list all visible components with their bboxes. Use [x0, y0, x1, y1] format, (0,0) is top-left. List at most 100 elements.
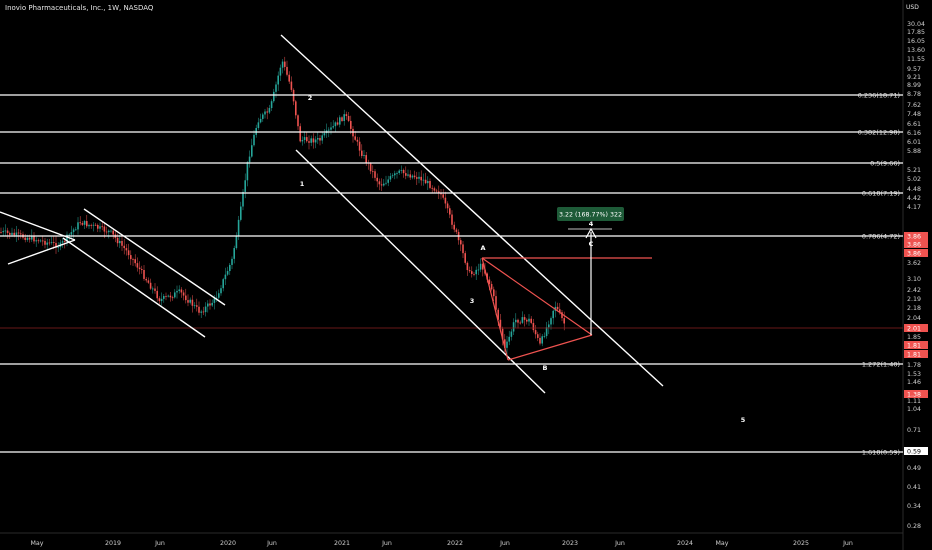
time-axis-label: May	[30, 540, 43, 547]
channel-2018-lower[interactable]	[7, 239, 76, 265]
price-badge: 3.86	[907, 234, 921, 241]
price-axis-label: 0.28	[907, 523, 921, 530]
candle-body	[246, 162, 249, 181]
candle-body	[233, 248, 235, 259]
triangle-lower-line[interactable]	[507, 334, 593, 361]
wave-label-4: 4	[589, 220, 594, 228]
candle-body	[262, 114, 264, 119]
wave-label-A: A	[480, 244, 485, 252]
candle-body	[147, 280, 150, 283]
candle-body	[515, 319, 517, 323]
price-axis-label: 5.02	[907, 176, 921, 183]
candle-body	[105, 231, 108, 233]
price-axis-label: 16.05	[907, 38, 925, 45]
candle-body	[55, 242, 57, 248]
candle-body	[490, 283, 493, 290]
candle-body	[152, 288, 154, 290]
candle-body	[534, 330, 537, 335]
candle-body	[268, 108, 271, 113]
measure-tool[interactable]: 3.22 (168.77%) 322	[557, 207, 624, 335]
candle-body	[446, 203, 449, 209]
candle-body	[561, 312, 563, 319]
time-axis-label: 2020	[220, 540, 236, 547]
candle-body	[97, 225, 99, 229]
triangle-base-line[interactable]	[481, 257, 509, 361]
main-channel-lower[interactable]	[295, 149, 546, 394]
channel-2019-lower[interactable]	[62, 237, 206, 338]
candle-body	[215, 297, 218, 299]
candle-body	[17, 232, 20, 234]
price-badge-bg	[904, 240, 928, 248]
candle-body	[90, 224, 92, 226]
price-badge: 1.38	[907, 392, 921, 399]
candle-body	[409, 174, 411, 178]
candle-body	[497, 309, 499, 320]
price-badge: 3.86	[907, 251, 921, 258]
channel-2019-upper[interactable]	[83, 208, 226, 306]
triangle-pattern[interactable]	[481, 257, 652, 361]
candle-body	[50, 242, 53, 243]
price-axis-label: 13.60	[907, 47, 925, 54]
trend-channels[interactable]	[0, 34, 664, 394]
candle-body	[541, 336, 543, 344]
price-badge: 2.01	[907, 326, 921, 333]
price-axis-label: 6.61	[907, 121, 921, 128]
candle-body	[20, 233, 22, 235]
candle-body	[475, 269, 477, 275]
candle-body	[339, 117, 341, 125]
price-axis-label: 7.48	[907, 111, 921, 118]
candle-body	[400, 169, 403, 171]
candle-body	[123, 245, 125, 249]
price-axis-label: 5.21	[907, 167, 921, 174]
candle-body	[453, 224, 455, 230]
channel-2018-upper[interactable]	[0, 211, 76, 241]
candle-body	[477, 269, 480, 271]
fib-levels	[0, 94, 903, 453]
candle-body	[108, 230, 110, 233]
candle-body	[548, 324, 550, 328]
price-badge-bg	[904, 249, 928, 257]
main-channel-upper[interactable]	[280, 34, 664, 387]
candle-body	[464, 253, 466, 263]
candle-body	[343, 114, 345, 121]
triangle-upper-line[interactable]	[481, 257, 593, 336]
candle-body	[136, 263, 139, 268]
candle-body	[363, 155, 365, 156]
candle-body	[420, 176, 422, 181]
candle-body	[444, 197, 447, 204]
fib-labels: 0.236(18.71) 0.382(12.98) 0.5(9.66) 0.61…	[858, 92, 900, 457]
time-axis[interactable]: May 2019 Jun 2020 Jun 2021 Jun 2022 Jun 2023 Jun 20…	[30, 540, 852, 547]
candle-body	[303, 137, 306, 140]
candle-body	[143, 270, 145, 279]
candle-body	[251, 145, 253, 157]
candle-body	[145, 278, 147, 281]
candle-body	[466, 262, 469, 271]
candle-body	[226, 271, 229, 275]
wave-label-C: C	[589, 240, 594, 248]
candle-body	[138, 267, 141, 270]
price-axis-label: 17.85	[907, 29, 925, 36]
candle-body	[501, 328, 504, 340]
candle-body	[218, 293, 220, 298]
candle-body	[37, 240, 40, 242]
candle-body	[526, 319, 528, 322]
candle-body	[552, 310, 554, 319]
candle-body	[158, 298, 161, 302]
candle-body	[354, 136, 356, 140]
candle-body	[224, 274, 227, 280]
candle-body	[244, 180, 246, 192]
candle-body	[163, 295, 165, 299]
candle-body	[499, 319, 502, 329]
candle-body	[266, 111, 268, 113]
candle-body	[462, 244, 464, 254]
candle-body	[229, 264, 231, 272]
candle-body	[380, 184, 383, 186]
candle-body	[416, 177, 418, 179]
measure-badge	[557, 207, 624, 221]
candle-body	[77, 222, 79, 230]
candle-body	[167, 295, 169, 297]
candle-body	[345, 114, 348, 116]
candle-body	[160, 298, 163, 302]
